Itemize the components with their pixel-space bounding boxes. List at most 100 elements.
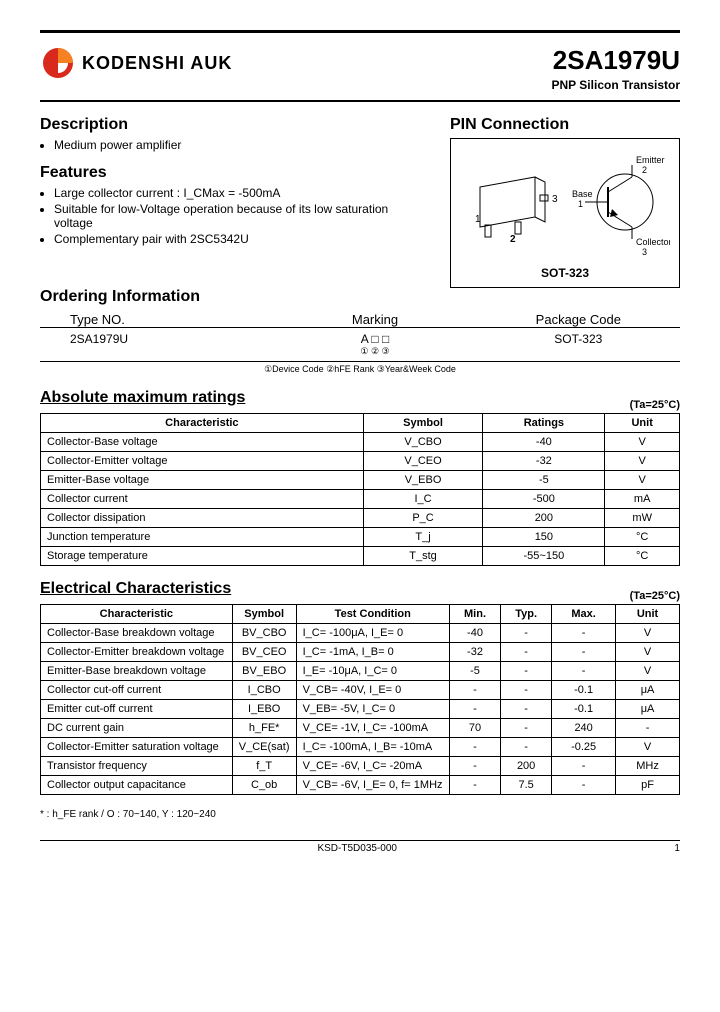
table-cell: -0.25 [552,738,616,757]
table-cell: Emitter cut-off current [41,700,233,719]
table-cell: V_CE= -6V, I_C= -20mA [296,757,449,776]
list-item: Large collector current : I_CMax = -500m… [54,186,430,200]
table-cell: Collector dissipation [41,509,364,528]
list-item: Suitable for low-Voltage operation becau… [54,202,430,230]
svg-text:1: 1 [475,214,481,225]
table-cell: Collector-Base breakdown voltage [41,624,233,643]
footnote: * : h_FE rank / O : 70~140, Y : 120~240 [40,809,680,820]
table-cell: V_CB= -40V, I_E= 0 [296,681,449,700]
ordering-note: ①Device Code ②hFE Rank ③Year&Week Code [40,364,680,375]
table-cell: - [552,624,616,643]
table-cell: V [605,452,680,471]
table-row: Collector output capacitanceC_obV_CB= -6… [41,776,680,795]
table-cell: - [449,738,500,757]
table-cell: - [501,681,552,700]
table-cell: 70 [449,719,500,738]
svg-text:3: 3 [552,194,558,205]
table-cell: I_C [363,490,483,509]
table-cell: - [552,643,616,662]
table-cell: - [449,776,500,795]
table-cell: I_EBO [232,700,296,719]
table-cell: - [616,719,680,738]
table-cell: 200 [501,757,552,776]
table-cell: -40 [483,433,605,452]
table-cell: f_T [232,757,296,776]
elec-header: Electrical Characteristics (Ta=25°C) [40,580,680,602]
svg-text:2: 2 [642,165,647,175]
description-list: Medium power amplifier [54,138,430,152]
table-cell: V [616,662,680,681]
pin-title: PIN Connection [450,116,680,134]
table-cell: C_ob [232,776,296,795]
table-header: Unit [605,414,680,433]
table-cell: - [552,776,616,795]
table-cell: - [552,757,616,776]
marking-sub: ① ② ③ [273,346,476,357]
table-row: Emitter-Base voltageV_EBO-5V [41,471,680,490]
table-row: Collector-Base voltageV_CBO-40V [41,433,680,452]
table-cell: V [605,433,680,452]
footer-doc: KSD-T5D035-000 [317,843,396,854]
company-logo: KODENSHI AUK [40,45,232,81]
svg-text:Emitter: Emitter [636,155,665,165]
table-cell: -500 [483,490,605,509]
table-cell: -5 [449,662,500,681]
table-cell: - [501,738,552,757]
table-cell: I_E= -10μA, I_C= 0 [296,662,449,681]
table-cell: V [616,643,680,662]
order-type: 2SA1979U [40,332,273,357]
table-cell: - [501,643,552,662]
table-header: Typ. [501,605,552,624]
part-block: 2SA1979U PNP Silicon Transistor [552,45,680,92]
list-item: Medium power amplifier [54,138,430,152]
table-cell: - [449,700,500,719]
features-list: Large collector current : I_CMax = -500m… [54,186,430,246]
table-cell: - [501,700,552,719]
table-cell: - [449,681,500,700]
table-cell: V_CEO [363,452,483,471]
description-title: Description [40,116,430,134]
table-cell: Storage temperature [41,547,364,566]
table-cell: BV_CEO [232,643,296,662]
table-cell: V [605,471,680,490]
package-name: SOT-323 [459,266,671,280]
pin-diagram: 1 2 3 Emitter 2 Base 1 Collector 3 SOT-3… [450,138,680,288]
svg-text:2: 2 [510,234,516,245]
table-header: Characteristic [41,605,233,624]
table-cell: - [501,662,552,681]
table-cell: MHz [616,757,680,776]
table-header: Min. [449,605,500,624]
table-cell: Collector current [41,490,364,509]
table-cell: Collector cut-off current [41,681,233,700]
table-cell: T_stg [363,547,483,566]
table-cell: V [616,624,680,643]
table-cell: I_CBO [232,681,296,700]
table-cell: -32 [449,643,500,662]
table-row: Collector cut-off currentI_CBOV_CB= -40V… [41,681,680,700]
table-cell: V_EBO [363,471,483,490]
table-cell: V_CE= -1V, I_C= -100mA [296,719,449,738]
order-package: SOT-323 [477,332,680,357]
marking-top: A □ □ [273,332,476,346]
table-cell: - [501,624,552,643]
table-row: Junction temperatureT_j150°C [41,528,680,547]
table-cell: Collector-Base voltage [41,433,364,452]
table-row: Emitter-Base breakdown voltageBV_EBOI_E=… [41,662,680,681]
table-cell: I_C= -100mA, I_B= -10mA [296,738,449,757]
table-cell: V [616,738,680,757]
table-cell: I_C= -1mA, I_B= 0 [296,643,449,662]
table-row: Transistor frequencyf_TV_CE= -6V, I_C= -… [41,757,680,776]
table-header: Test Condition [296,605,449,624]
footer-page: 1 [674,843,680,854]
elec-title: Electrical Characteristics [40,580,231,598]
table-header: Unit [616,605,680,624]
table-cell: μA [616,681,680,700]
part-number: 2SA1979U [552,45,680,76]
table-row: Collector-Emitter voltageV_CEO-32V [41,452,680,471]
table-cell: 7.5 [501,776,552,795]
header-rule [40,100,680,102]
footer: KSD-T5D035-000 1 [40,841,680,854]
table-cell: -0.1 [552,681,616,700]
table-cell: °C [605,528,680,547]
company-name: KODENSHI AUK [82,53,232,74]
